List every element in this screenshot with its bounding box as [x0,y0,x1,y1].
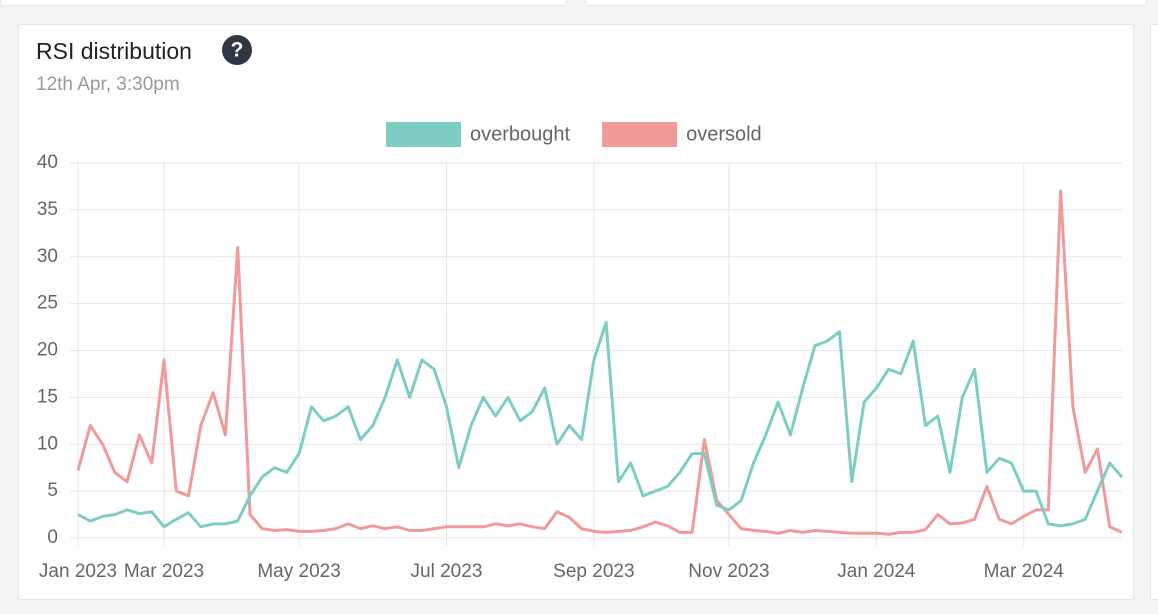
help-icon[interactable] [222,35,252,65]
y-tick-label: 10 [37,433,58,454]
chart-subtitle: 12th Apr, 3:30pm [36,74,180,95]
series-line [77,320,1124,529]
help-icon-glyph: ? [231,39,244,62]
card-top-left [0,0,567,6]
x-tick-label: May 2023 [257,561,340,582]
y-tick-label: 0 [47,527,58,548]
legend-swatch [386,122,461,147]
y-tick-label: 25 [37,293,58,314]
card-top-right [585,0,1147,6]
chart-card [18,24,1134,600]
series-line [76,189,1123,536]
y-tick-label: 35 [37,199,58,220]
x-tick-label: Sep 2023 [553,561,634,582]
x-tick-label: Jul 2023 [411,561,483,582]
x-tick-label: Nov 2023 [688,561,769,582]
y-tick-label: 30 [37,246,58,267]
card-right [1150,24,1158,600]
x-tick-label: Jan 2023 [39,561,117,582]
y-tick-label: 20 [37,340,58,361]
legend-label: overbought [470,123,571,145]
y-tick-label: 40 [37,152,58,173]
x-tick-label: Mar 2023 [124,561,204,582]
x-tick-label: Mar 2024 [984,561,1065,582]
chart-title: RSI distribution [36,38,192,64]
y-tick-label: 15 [37,386,58,407]
x-tick-label: Jan 2024 [837,561,916,582]
legend-swatch [602,122,678,147]
y-tick-label: 5 [47,480,58,501]
legend-label: oversold [686,123,762,145]
